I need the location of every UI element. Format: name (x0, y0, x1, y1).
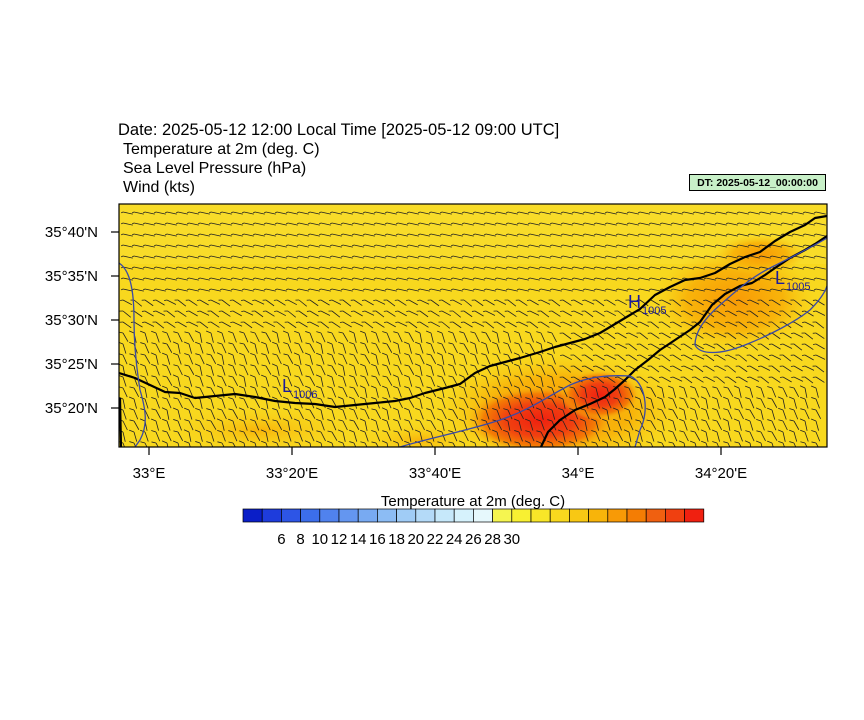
colorbar-swatch (530, 508, 551, 523)
svg-text:L: L (282, 376, 292, 396)
colorbar-swatch (684, 508, 705, 523)
colorbar-label: 8 (296, 531, 304, 548)
lon-tick-label: 34°E (562, 465, 595, 482)
svg-text:H: H (628, 292, 641, 312)
colorbar-label: 14 (350, 531, 367, 548)
colorbar-swatch (242, 508, 263, 523)
isobars (119, 237, 827, 447)
colorbar-swatch (338, 508, 359, 523)
colorbar-swatch (281, 508, 301, 523)
svg-text:L: L (775, 268, 785, 288)
colorbar-swatch (549, 508, 570, 523)
colorbar-label: 16 (369, 531, 386, 548)
colorbar-swatch (453, 508, 474, 523)
title-pressure: Sea Level Pressure (hPa) (123, 160, 307, 177)
colorbar-swatch (434, 508, 455, 523)
colorbar-swatch (607, 508, 628, 523)
colorbar-swatch (415, 508, 436, 523)
colorbar-swatch (300, 508, 321, 523)
high-pressure-marker: H 1005 (628, 292, 666, 317)
colorbar-swatch (261, 508, 282, 523)
svg-text:1005: 1005 (642, 305, 666, 317)
coastline (119, 214, 827, 447)
lon-tick-label: 33°40'E (409, 465, 461, 482)
colorbar-label: 30 (503, 531, 520, 548)
colorbar-label: 18 (388, 531, 405, 548)
temperature-colorbar: 6 8 10 12 14 16 18 20 22 24 26 28 30 (242, 508, 705, 548)
colorbar-swatch (377, 508, 397, 523)
colorbar-swatch (588, 508, 609, 523)
colorbar-label: 28 (484, 531, 501, 548)
colorbar-label: 12 (331, 531, 348, 548)
lon-tick-label: 33°20'E (266, 465, 318, 482)
colorbar-swatch (645, 508, 666, 523)
colorbar-label: 20 (407, 531, 424, 548)
low-pressure-marker: L 1005 (775, 268, 810, 293)
wind-barbs (119, 211, 826, 447)
colorbar-swatch (473, 508, 493, 523)
svg-text:1006: 1006 (293, 389, 317, 401)
colorbar-label: 22 (427, 531, 444, 548)
latitude-ticks: 35°40'N 35°35'N 35°30'N 35°25'N 35°20'N (45, 224, 119, 417)
title-wind: Wind (kts) (123, 179, 195, 196)
colorbar-swatch (396, 508, 417, 523)
colorbar-swatch (569, 508, 589, 523)
lon-tick-label: 34°20'E (695, 465, 747, 482)
temperature-field (119, 204, 827, 447)
svg-text:1005: 1005 (786, 281, 810, 293)
lon-tick-label: 33°E (133, 465, 166, 482)
lat-tick-label: 35°40'N (45, 224, 98, 241)
colorbar-swatch (357, 508, 378, 523)
title-date: Date: 2025-05-12 12:00 Local Time [2025-… (118, 121, 560, 139)
colorbar-swatch (511, 508, 532, 523)
colorbar-label: 10 (311, 531, 328, 548)
dt-badge: DT: 2025-05-12_00:00:00 (689, 174, 826, 191)
colorbar-label: 26 (465, 531, 482, 548)
colorbar-swatch (319, 508, 340, 523)
lat-tick-label: 35°30'N (45, 312, 98, 329)
map-frame (118, 203, 828, 448)
low-pressure-marker: L 1006 (282, 376, 317, 401)
lat-tick-label: 35°35'N (45, 268, 98, 285)
colorbar-label: 6 (277, 531, 285, 548)
colorbar-swatch (626, 508, 647, 523)
colorbar-label: 24 (446, 531, 463, 548)
colorbar-swatch (492, 508, 513, 523)
lat-tick-label: 35°25'N (45, 356, 98, 373)
longitude-ticks: 33°E 33°20'E 33°40'E 34°E 34°20'E (133, 447, 747, 482)
colorbar-title: Temperature at 2m (deg. C) (381, 493, 565, 510)
colorbar-swatch (665, 508, 685, 523)
title-temperature: Temperature at 2m (deg. C) (123, 141, 320, 158)
lat-tick-label: 35°20'N (45, 400, 98, 417)
